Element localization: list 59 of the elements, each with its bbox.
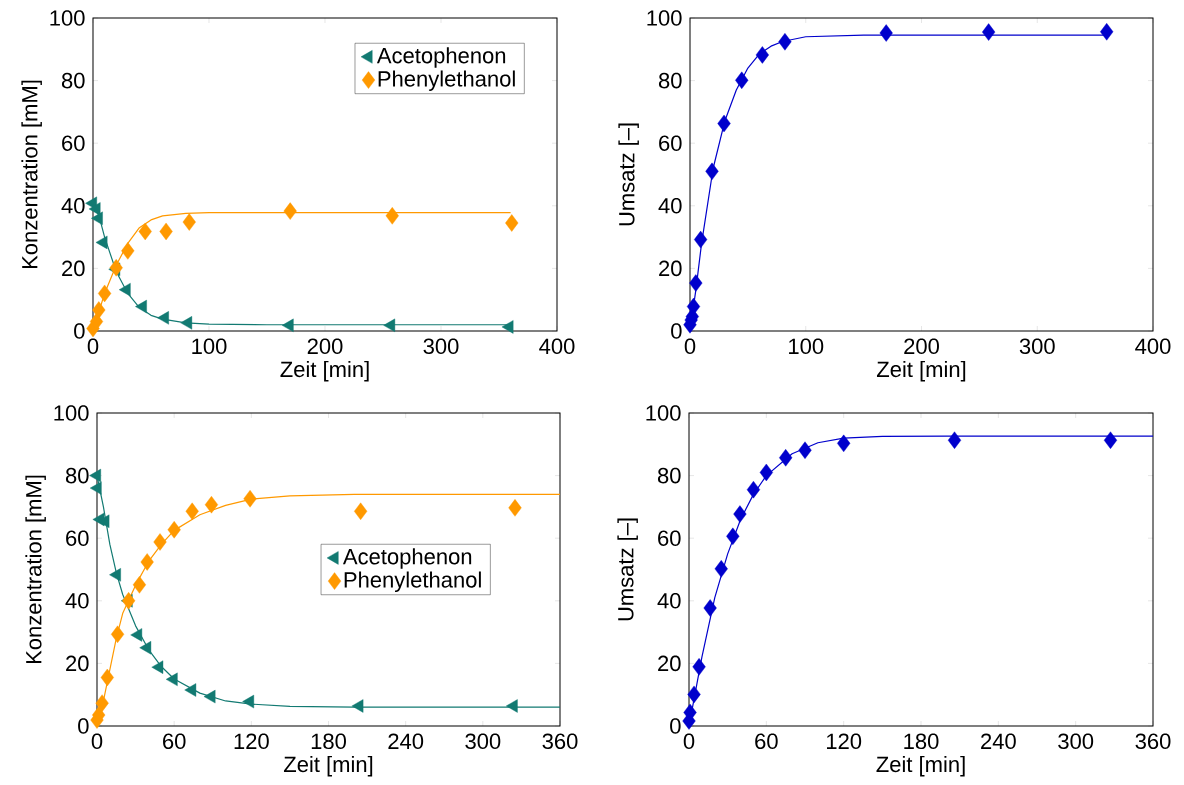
legend-label: Acetophenon <box>342 548 472 569</box>
x-tick-label: 400 <box>539 338 575 355</box>
y-tick-label: 100 <box>647 10 682 26</box>
y-tick-label: 80 <box>65 467 89 484</box>
x-tick-label: 0 <box>91 733 103 750</box>
x-tick-label: 0 <box>684 338 696 355</box>
y-tick-label: 60 <box>62 135 85 151</box>
x-tick-label: 0 <box>683 733 695 750</box>
y-tick-label: 20 <box>659 260 682 277</box>
x-tick-label: 240 <box>981 733 1016 750</box>
y-axis-title: Umsatz [–] <box>618 123 639 226</box>
y-tick-label: 20 <box>658 655 681 672</box>
y-tick-label: 80 <box>658 72 682 89</box>
legend-label: Acetophenon <box>376 47 506 68</box>
x-tick-label: 360 <box>542 733 578 750</box>
legend-label: Phenylethanol <box>344 571 481 593</box>
x-tick-label: 300 <box>465 733 501 750</box>
x-tick-label: 100 <box>789 338 824 355</box>
x-tick-label: 180 <box>311 733 346 750</box>
x-tick-label: 300 <box>1058 733 1094 750</box>
y-tick-label: 60 <box>66 530 89 546</box>
y-tick-label: 40 <box>61 198 85 214</box>
x-axis-title: Zeit [min] <box>876 360 966 382</box>
x-tick-label: 60 <box>755 733 778 750</box>
y-tick-label: 100 <box>50 10 85 26</box>
x-tick-label: 120 <box>234 733 269 750</box>
y-tick-label: 80 <box>61 72 85 89</box>
x-axis-title: Zeit [min] <box>283 755 373 777</box>
y-tick-label: 0 <box>78 718 89 734</box>
y-tick-label: 100 <box>54 405 89 421</box>
x-tick-label: 360 <box>1135 733 1171 750</box>
x-axis-title: Zeit [min] <box>876 755 965 777</box>
y-tick-label: 0 <box>74 323 85 339</box>
y-tick-label: 40 <box>658 198 682 214</box>
y-tick-label: 40 <box>65 593 89 609</box>
x-tick-label: 60 <box>163 733 186 750</box>
y-axis-title: Konzentration [mM] <box>21 80 42 269</box>
x-tick-label: 100 <box>192 338 227 355</box>
y-tick-label: 40 <box>657 593 681 609</box>
y-tick-label: 20 <box>62 260 85 277</box>
x-tick-label: 300 <box>423 338 459 355</box>
y-tick-label: 80 <box>657 467 681 484</box>
y-tick-label: 0 <box>671 323 682 339</box>
y-tick-label: 20 <box>66 655 89 672</box>
x-tick-label: 240 <box>388 733 424 750</box>
y-tick-label: 0 <box>670 718 681 734</box>
x-tick-label: 180 <box>904 733 939 750</box>
y-tick-label: 100 <box>646 405 681 421</box>
legend-label: Phenylethanol <box>378 70 515 91</box>
y-tick-label: 60 <box>658 530 681 546</box>
y-axis-title: Konzentration [mM] <box>25 475 46 664</box>
x-tick-label: 200 <box>307 338 343 355</box>
x-axis-title: Zeit [min] <box>280 360 369 382</box>
x-tick-label: 400 <box>1135 338 1171 355</box>
y-axis-title: Umsatz [–] <box>617 518 638 621</box>
y-tick-label: 60 <box>659 135 682 151</box>
x-tick-label: 200 <box>904 338 939 355</box>
x-tick-label: 120 <box>827 733 862 750</box>
x-tick-label: 300 <box>1019 338 1055 355</box>
